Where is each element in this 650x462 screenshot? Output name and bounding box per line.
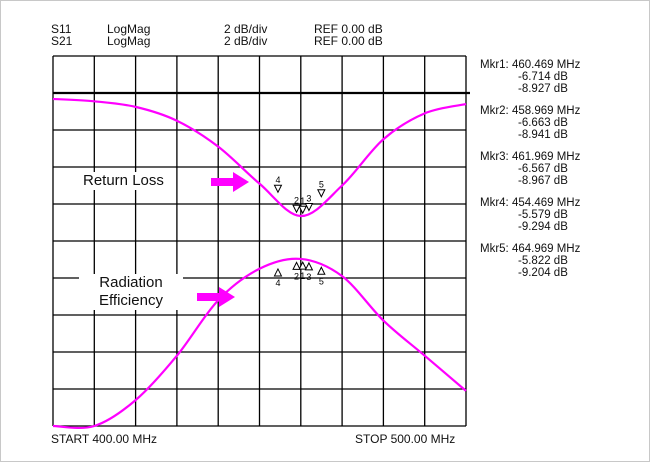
marker-3-s11-label: 3 xyxy=(306,193,311,203)
marker-s11-value: -5.579 dB xyxy=(518,209,568,221)
marker-4-s21-triangle xyxy=(273,267,283,277)
s21-trace xyxy=(52,257,467,429)
radiation-label-line2: Efficiency xyxy=(99,292,163,309)
marker-2-s21-triangle xyxy=(292,261,301,270)
marker-5-s21-triangle xyxy=(317,266,326,275)
marker-4-s11-triangle xyxy=(273,184,283,194)
s21-scale: 2 dB/div xyxy=(224,34,268,48)
s11-scale: 2 dB/div xyxy=(224,22,268,36)
marker-readout: Mkr4: 454.469 MHz -5.579 dB -9.294 dB xyxy=(480,197,580,233)
marker-s21-value: -9.204 dB xyxy=(518,267,568,279)
marker-2-s21-label: 2 xyxy=(294,271,299,281)
s11-ref: REF 0.00 dB xyxy=(314,22,383,36)
marker-1-s21-triangle xyxy=(298,261,308,270)
start-frequency: START 400.00 MHz xyxy=(51,432,158,446)
marker-readout: Mkr2: 458.969 MHz -6.663 dB -8.941 dB xyxy=(480,105,580,141)
marker-s21-value: -8.967 dB xyxy=(518,175,568,187)
marker-1-s11-triangle xyxy=(298,205,308,215)
radiation-efficiency-label: Radiation Efficiency xyxy=(79,274,183,310)
s21-param: S21 xyxy=(51,34,73,48)
marker-s11-value: -6.567 dB xyxy=(518,163,568,175)
marker-frequency: Mkr2: 458.969 MHz xyxy=(480,105,581,117)
marker-4-s21-label: 4 xyxy=(275,278,280,288)
return-loss-label: Return Loss xyxy=(83,172,164,190)
s11-param: S11 xyxy=(51,22,72,36)
marker-frequency: Mkr3: 461.969 MHz xyxy=(480,151,581,163)
marker-s21-value: -9.294 dB xyxy=(518,221,568,233)
marker-5-s11-triangle xyxy=(317,189,326,198)
marker-readout: Mkr5: 464.969 MHz -5.822 dB -9.204 dB xyxy=(480,243,580,279)
marker-2-s11-triangle xyxy=(292,204,301,214)
marker-2-s11-label: 2 xyxy=(294,195,299,205)
marker-5-s21-label: 5 xyxy=(319,276,324,286)
marker-readout: Mkr3: 461.969 MHz -6.567 dB -8.967 dB xyxy=(480,151,580,187)
marker-frequency: Mkr5: 464.969 MHz xyxy=(480,243,581,255)
marker-3-s21-label: 3 xyxy=(306,272,311,282)
marker-5-s11-label: 5 xyxy=(319,180,324,190)
marker-s11-value: -6.663 dB xyxy=(518,117,568,129)
marker-3-s21-triangle xyxy=(304,261,314,271)
marker-readout: Mkr1: 460.469 MHz -6.714 dB -8.927 dB xyxy=(480,59,580,95)
marker-s11-value: -6.714 dB xyxy=(518,71,568,83)
radiation-efficiency-arrow-icon xyxy=(197,287,235,307)
marker-1-s11-label: 1 xyxy=(300,196,305,206)
marker-s21-value: -8.941 dB xyxy=(518,129,568,141)
return-loss-arrow-icon xyxy=(211,172,249,192)
stop-frequency: STOP 500.00 MHz xyxy=(355,432,456,446)
s11-format: LogMag xyxy=(107,22,151,36)
marker-4-s11-label: 4 xyxy=(275,175,280,185)
marker-frequency: Mkr4: 454.469 MHz xyxy=(480,197,581,209)
marker-1-s21-label: 1 xyxy=(300,271,305,281)
s21-format: LogMag xyxy=(107,34,151,48)
marker-frequency: Mkr1: 460.469 MHz xyxy=(480,59,581,71)
radiation-label-line1: Radiation xyxy=(99,274,163,291)
marker-s11-value: -5.822 dB xyxy=(518,255,568,267)
marker-3-s11-triangle xyxy=(304,202,314,212)
marker-s21-value: -8.927 dB xyxy=(518,83,568,95)
s21-ref: REF 0.00 dB xyxy=(314,34,383,48)
s11-trace xyxy=(52,97,467,218)
